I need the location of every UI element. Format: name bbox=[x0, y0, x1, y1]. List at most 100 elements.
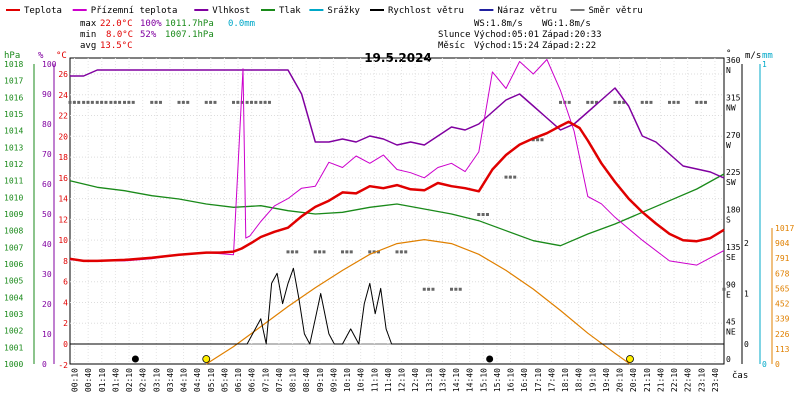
x-tick-label: 18:40 bbox=[575, 368, 584, 392]
axis-ms-tick: 0 bbox=[744, 340, 749, 349]
wind-dir-point bbox=[254, 100, 258, 104]
legend-item-dir: Směr větru bbox=[570, 6, 643, 16]
axis-dir-compass: S bbox=[726, 216, 731, 225]
wind-dir-point bbox=[86, 100, 90, 104]
x-tick-label: 23:10 bbox=[697, 368, 706, 392]
x-tick-label: 15:10 bbox=[479, 368, 488, 392]
wind-dir-point bbox=[722, 287, 726, 291]
x-tick-label: 21:40 bbox=[656, 368, 665, 392]
moonrise-marker bbox=[486, 355, 494, 363]
x-tick-label: 17:40 bbox=[547, 368, 556, 392]
wind-dir-point bbox=[368, 250, 372, 254]
x-tick-label: 19:10 bbox=[588, 368, 597, 392]
x-tick-label: 14:10 bbox=[452, 368, 461, 392]
x-tick-label: 03:40 bbox=[166, 368, 175, 392]
x-tick-label: 13:10 bbox=[425, 368, 434, 392]
wind-dir-point bbox=[154, 100, 158, 104]
astro-info: WS:1.8m/s WG:1.8m/s Slunce Východ:05:01 … bbox=[438, 19, 602, 51]
axis-dir-compass: E bbox=[726, 290, 731, 299]
axis-hpa-tick: 1018 bbox=[4, 60, 23, 69]
stat-max-hum: 100% bbox=[140, 19, 162, 29]
x-tick-label: 03:10 bbox=[152, 368, 161, 392]
axis-pct-tick: 60 bbox=[42, 180, 52, 189]
humidity-line bbox=[70, 69, 725, 179]
wind-dir-point bbox=[454, 287, 458, 291]
axis-degc-tick: 8 bbox=[63, 257, 68, 266]
stat-max-temp: 22.0°C bbox=[100, 19, 133, 29]
x-tick-label: 05:40 bbox=[220, 368, 229, 392]
wind-dir-point bbox=[703, 100, 707, 104]
x-tick-label: 12:40 bbox=[411, 368, 420, 392]
axis-sun-tick: 452 bbox=[775, 300, 790, 309]
pressure-line bbox=[69, 173, 725, 247]
unit-hpa: hPa bbox=[4, 51, 20, 61]
x-tick-label: 02:10 bbox=[125, 368, 134, 392]
axis-degc-tick: 24 bbox=[58, 91, 68, 100]
x-tick-label: 08:40 bbox=[302, 368, 311, 392]
wind-dir-point bbox=[567, 100, 571, 104]
wind-dir-point bbox=[341, 250, 344, 254]
x-tick-label: 22:10 bbox=[670, 368, 679, 392]
axis-hpa-tick: 1016 bbox=[4, 93, 23, 102]
wind-dir-point bbox=[245, 100, 249, 104]
stats-block: max 22.0°C 100% 1011.7hPa 0.0mm min 8.0°… bbox=[80, 19, 255, 51]
legend-label: Tlak bbox=[279, 6, 301, 16]
axis-hpa-tick: 1007 bbox=[4, 243, 23, 252]
wind-dir-point bbox=[477, 213, 481, 216]
wind-dir-point bbox=[613, 100, 617, 104]
axis-pct-tick: 100 bbox=[42, 60, 57, 69]
stat-max-press: 1011.7hPa bbox=[165, 19, 214, 29]
wind-dir-point bbox=[100, 100, 104, 104]
plot-border bbox=[69, 57, 725, 365]
axis-degc-tick: -2 bbox=[58, 361, 68, 370]
axis-hpa-tick: 1008 bbox=[4, 227, 23, 236]
legend-label: Přízemní teplota bbox=[91, 6, 178, 16]
wind-dir-point bbox=[427, 287, 431, 291]
x-tick-label: 07:40 bbox=[275, 368, 284, 392]
legend-item-wind: Rychlost větru bbox=[370, 6, 464, 16]
axis-degc-tick: 18 bbox=[58, 153, 68, 162]
wind-dir-point bbox=[158, 100, 162, 104]
wind-dir-point bbox=[186, 100, 190, 104]
wind-dir-point bbox=[209, 100, 213, 104]
wind-dir-point bbox=[249, 100, 253, 104]
wind-dir-point bbox=[290, 250, 294, 254]
wg-label: WG:1.8m/s bbox=[542, 19, 591, 29]
legend-item-gust: Náraz větru bbox=[479, 6, 557, 16]
axis-hpa-tick: 1010 bbox=[4, 193, 23, 202]
axes: 1000100110021003100410051006100710081009… bbox=[4, 56, 794, 392]
wind-dir-point bbox=[68, 100, 72, 104]
axis-hpa-tick: 1012 bbox=[4, 160, 23, 169]
legend-label: Vlhkost bbox=[212, 6, 250, 16]
axis-dir-compass: SW bbox=[726, 178, 736, 187]
moonset-marker bbox=[131, 355, 139, 363]
x-tick-label: 02:40 bbox=[139, 368, 148, 392]
wind-dir-point bbox=[295, 250, 299, 254]
wind-dir-point bbox=[123, 100, 126, 104]
x-tick-label: 09:40 bbox=[329, 368, 338, 392]
axis-hpa-tick: 1004 bbox=[4, 293, 23, 302]
wind-dir-point bbox=[617, 100, 621, 104]
wind-dir-point bbox=[404, 250, 408, 254]
unit-mm: mm bbox=[762, 51, 773, 61]
axis-hpa-tick: 1011 bbox=[4, 177, 23, 186]
wind-dir-point bbox=[668, 100, 671, 104]
axis-pct-tick: 80 bbox=[42, 120, 52, 129]
temperature-line bbox=[69, 120, 725, 263]
moon-label: Měsíc bbox=[438, 41, 465, 51]
axis-pct-tick: 40 bbox=[42, 240, 52, 249]
x-tick-label: 11:40 bbox=[384, 368, 393, 392]
wind-dir-point bbox=[240, 100, 244, 104]
axis-mm-tick: 0 bbox=[762, 360, 767, 369]
stat-min-label: min bbox=[80, 30, 96, 40]
wind-dir-point bbox=[513, 175, 517, 179]
unit-ms: m/s bbox=[745, 51, 761, 61]
axis-degc-tick: 10 bbox=[58, 236, 68, 245]
wind-dir-point bbox=[263, 100, 267, 104]
wind-dir-point bbox=[349, 250, 353, 254]
stat-max-label: max bbox=[80, 19, 97, 29]
axis-hpa-tick: 1000 bbox=[4, 360, 23, 369]
axis-degc-tick: 0 bbox=[63, 340, 68, 349]
axis-dir-compass: W bbox=[726, 141, 731, 150]
wind-dir-point bbox=[590, 100, 594, 104]
